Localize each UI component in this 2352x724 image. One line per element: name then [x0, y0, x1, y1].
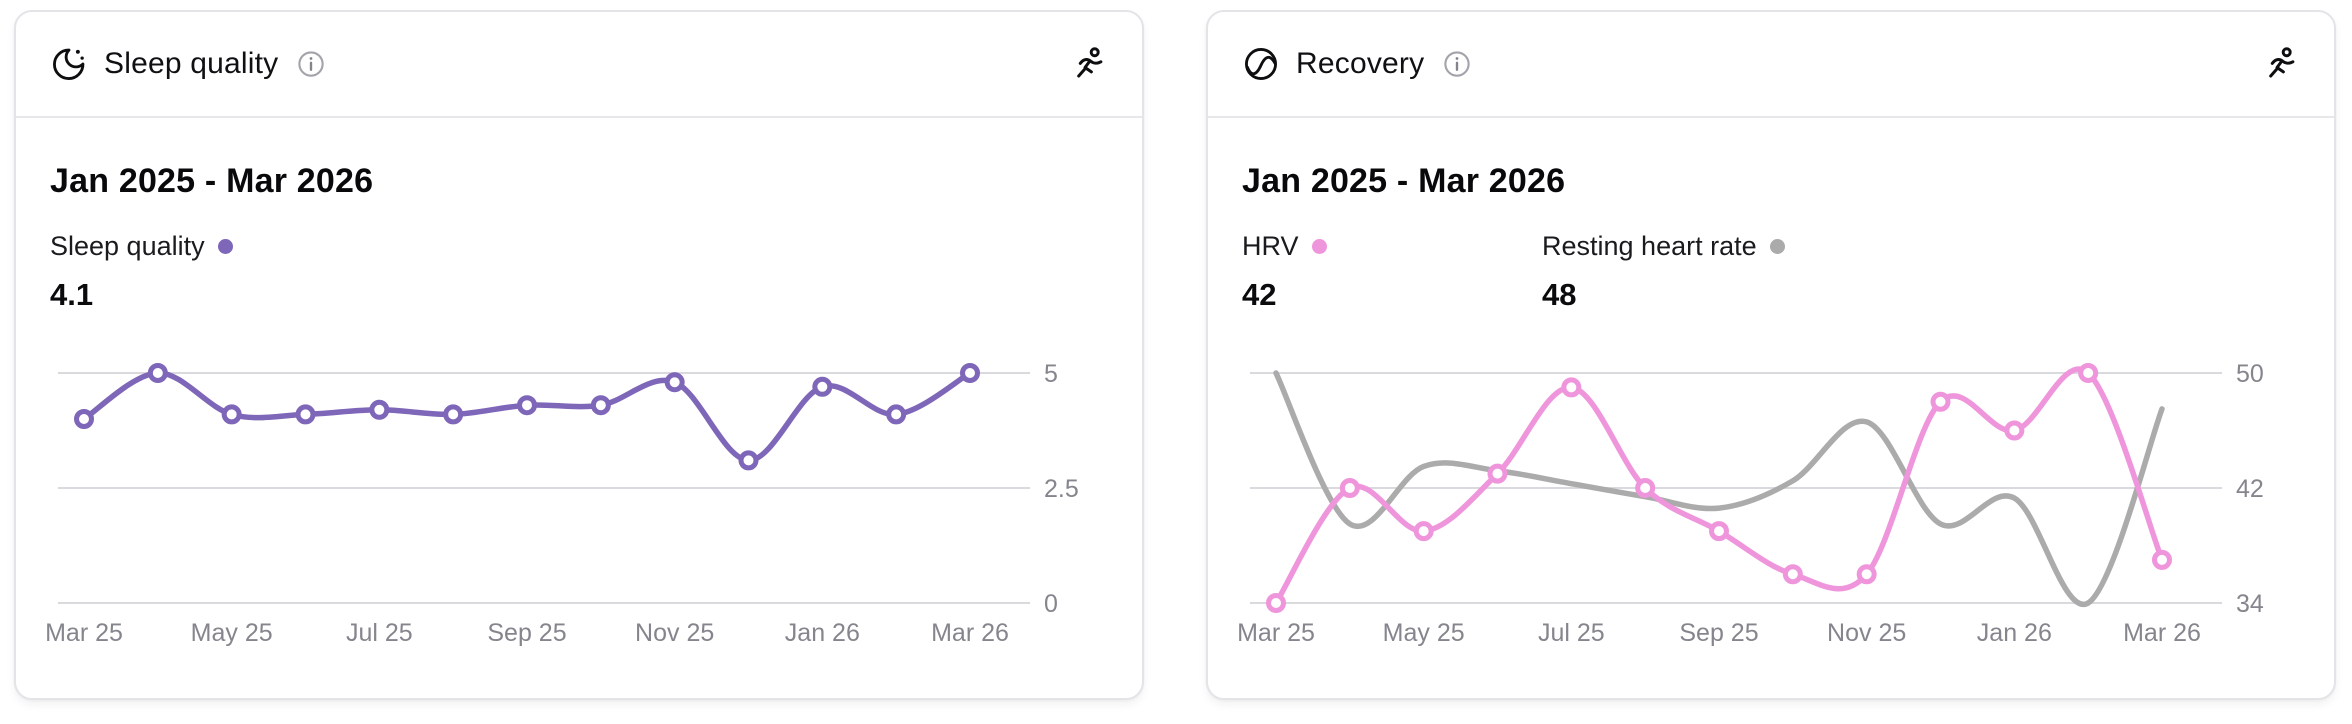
svg-text:34: 34 — [2236, 590, 2264, 618]
svg-text:May 25: May 25 — [1383, 619, 1465, 647]
legend-label: HRV — [1242, 231, 1299, 261]
legend-dot-resting-heart-rate — [1769, 239, 1785, 254]
metric-value-sleep-quality: 4.1 — [50, 277, 94, 312]
sleep-quality-chart[interactable]: 5 2.5 0 Mar 25 May 25 Jul 25 Sep 25 Nov 25 Jan 2… — [45, 347, 1112, 647]
legend-item-hrv: HRV 42 — [1242, 231, 1542, 313]
recovery-chart-wrap: 50 42 34 Mar 25 May 25 Jul 25 Sep 25 Nov 25 Jan … — [1237, 347, 2300, 647]
svg-text:Nov 25: Nov 25 — [1827, 619, 1906, 647]
legend-label: Resting heart rate — [1542, 231, 1757, 261]
svg-text:Mar 26: Mar 26 — [931, 619, 1009, 647]
runner-icon[interactable] — [1070, 45, 1108, 83]
recovery-card-header: Recovery — [1208, 12, 2334, 118]
recovery-chart[interactable]: 50 42 34 Mar 25 May 25 Jul 25 Sep 25 Nov 25 Jan … — [1237, 347, 2304, 647]
legend-item-resting-heart-rate: Resting heart rate 48 — [1542, 231, 1842, 313]
svg-text:42: 42 — [2236, 475, 2264, 503]
metric-value-resting-heart-rate: 48 — [1542, 277, 1577, 312]
svg-text:Nov 25: Nov 25 — [635, 619, 714, 647]
svg-text:50: 50 — [2236, 360, 2264, 388]
metric-value-hrv: 42 — [1242, 277, 1277, 312]
sleep-quality-card: Sleep quality Jan 2025 - Mar 2026 Sleep … — [14, 10, 1144, 700]
svg-text:Sep 25: Sep 25 — [1679, 619, 1758, 647]
svg-text:Jan 26: Jan 26 — [1977, 619, 2052, 647]
runner-icon[interactable] — [2262, 45, 2300, 83]
legend-item-sleep-quality: Sleep quality 4.1 — [50, 231, 350, 313]
recovery-card-body: Jan 2025 - Mar 2026 HRV 42 Resting heart… — [1208, 118, 2334, 647]
svg-text:Mar 25: Mar 25 — [45, 619, 123, 647]
svg-text:Jan 26: Jan 26 — [785, 619, 860, 647]
info-icon[interactable] — [296, 49, 326, 79]
date-range-title: Jan 2025 - Mar 2026 — [1242, 162, 1566, 200]
legend-dot-hrv — [1311, 239, 1327, 254]
card-title: Recovery — [1296, 47, 1425, 80]
recovery-card: Recovery Jan 2025 - Mar 2026 HRV — [1206, 10, 2336, 700]
recovery-wave-icon — [1245, 48, 1277, 80]
svg-text:May 25: May 25 — [191, 619, 273, 647]
sleep-quality-card-header: Sleep quality — [16, 12, 1142, 118]
svg-text:Sep 25: Sep 25 — [487, 619, 566, 647]
svg-text:Jul 25: Jul 25 — [1538, 619, 1605, 647]
sleep-quality-chart-wrap: 5 2.5 0 Mar 25 May 25 Jul 25 Sep 25 Nov 25 Jan 2… — [45, 347, 1108, 647]
info-icon[interactable] — [1442, 49, 1472, 79]
legend-label: Sleep quality — [50, 231, 205, 261]
sleep-quality-card-body: Jan 2025 - Mar 2026 Sleep quality 4.1 5 2… — [16, 118, 1142, 647]
moon-stars-icon — [53, 48, 85, 80]
card-title: Sleep quality — [104, 47, 279, 80]
svg-text:0: 0 — [1044, 590, 1058, 618]
svg-text:Mar 25: Mar 25 — [1237, 619, 1315, 647]
legend-row: Sleep quality 4.1 — [50, 231, 1108, 313]
svg-text:2.5: 2.5 — [1044, 475, 1079, 503]
date-range-title: Jan 2025 - Mar 2026 — [50, 162, 374, 200]
legend-row: HRV 42 Resting heart rate 48 — [1242, 231, 2300, 313]
svg-text:Mar 26: Mar 26 — [2123, 619, 2201, 647]
svg-text:Jul 25: Jul 25 — [346, 619, 413, 647]
svg-text:5: 5 — [1044, 360, 1058, 388]
legend-dot-sleep-quality — [217, 239, 233, 254]
